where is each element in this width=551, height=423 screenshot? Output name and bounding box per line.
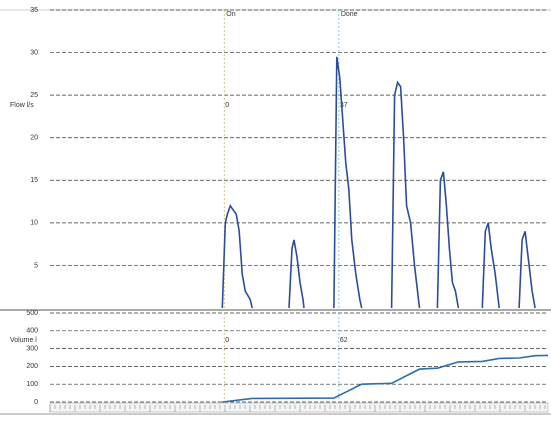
y-tick-label: 0 (34, 399, 38, 406)
cursor-label: On (226, 11, 235, 18)
y-tick-label: 25 (30, 92, 38, 99)
cursor-readout: 0 (225, 102, 229, 109)
y-tick-label: 400 (26, 328, 38, 335)
y-axis-label: Volume l (10, 337, 37, 344)
y-tick-label: 30 (30, 49, 38, 56)
y-tick-label: 300 (26, 345, 38, 352)
y-tick-label: 35 (30, 7, 38, 14)
y-axis-label: Flow l/s (10, 102, 34, 109)
cursor-readout: 62 (340, 337, 348, 344)
y-tick-label: 15 (30, 177, 38, 184)
y-tick-label: 5 (34, 262, 38, 269)
time-ruler (49, 402, 549, 413)
cursor-readout: 0 (225, 337, 229, 344)
data-line (221, 56, 536, 309)
cursor-label: Done (341, 11, 358, 18)
y-tick-label: 20 (30, 135, 38, 142)
y-tick-label: 10 (30, 220, 38, 227)
y-tick-label: 500 (26, 310, 38, 317)
data-line (222, 354, 549, 403)
y-tick-label: 200 (26, 363, 38, 370)
y-tick-label: 100 (26, 381, 38, 388)
cursor-readout: 37 (340, 102, 348, 109)
